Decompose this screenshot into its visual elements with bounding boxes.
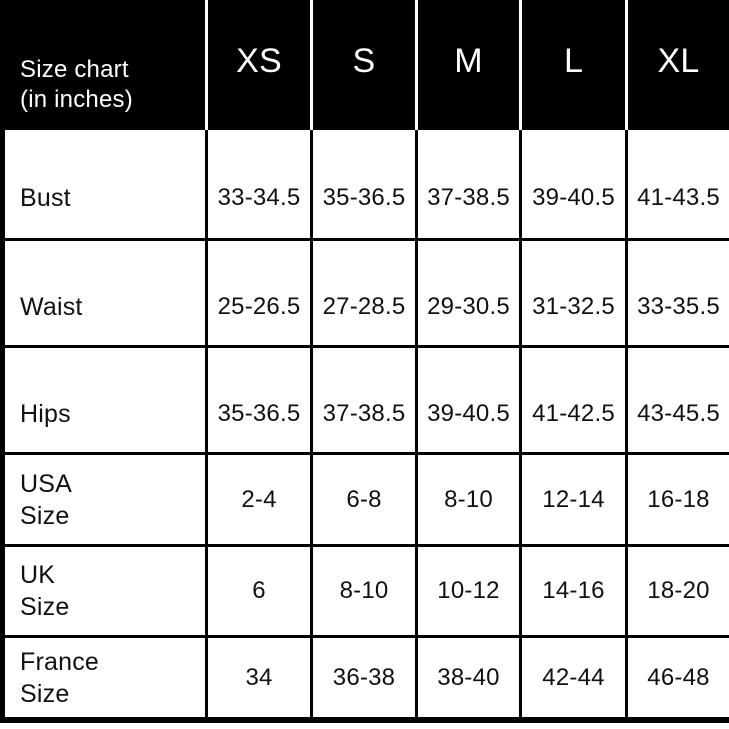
table-row-waist: Waist 25-26.5 27-28.5 29-30.5 31-32.5 33…	[5, 238, 729, 345]
row-label-hips: Hips	[5, 348, 205, 452]
size-cell: 33-34.5	[205, 130, 310, 238]
row-label-uk-size: UK Size	[5, 547, 205, 635]
size-cell: 35-36.5	[310, 130, 415, 238]
row-label-text: Size	[20, 593, 70, 621]
row-label-text: Bust	[20, 184, 71, 212]
row-label-text: France	[20, 647, 100, 676]
column-header-s: S	[310, 0, 415, 130]
size-cell: 2-4	[205, 455, 310, 544]
size-cell: 36-38	[310, 638, 415, 717]
size-cell: 12-14	[519, 455, 625, 544]
size-cell: 37-38.5	[310, 348, 415, 452]
table-row-usa-size: USA Size 2-4 6-8 8-10 12-14 16-18	[5, 452, 729, 544]
size-cell: 35-36.5	[205, 348, 310, 452]
size-cell: 39-40.5	[415, 348, 519, 452]
size-cell: 46-48	[625, 638, 729, 717]
size-cell: 6-8	[310, 455, 415, 544]
size-cell: 34	[205, 638, 310, 717]
size-cell: 10-12	[415, 547, 519, 635]
size-cell: 6	[205, 547, 310, 635]
size-cell: 37-38.5	[415, 130, 519, 238]
size-cell: 25-26.5	[205, 241, 310, 345]
size-cell: 8-10	[310, 547, 415, 635]
size-cell: 41-42.5	[519, 348, 625, 452]
size-cell: 43-45.5	[625, 348, 729, 452]
table-header-row: Size chart (in inches) XS S M L XL	[5, 0, 729, 130]
row-label-france-size: France Size	[5, 638, 205, 717]
column-header-m: M	[415, 0, 519, 130]
size-cell: 31-32.5	[519, 241, 625, 345]
row-label-usa-size: USA Size	[5, 455, 205, 544]
table-row-uk-size: UK Size 6 8-10 10-12 14-16 18-20	[5, 544, 729, 635]
column-header-l: L	[519, 0, 625, 130]
table-row-bust: Bust 33-34.5 35-36.5 37-38.5 39-40.5 41-…	[5, 130, 729, 238]
size-cell: 42-44	[519, 638, 625, 717]
size-cell: 39-40.5	[519, 130, 625, 238]
row-label-text: USA	[20, 469, 73, 498]
size-cell: 27-28.5	[310, 241, 415, 345]
size-cell: 18-20	[625, 547, 729, 635]
table-title-line2: (in inches)	[20, 86, 133, 113]
row-label-text: Waist	[20, 293, 83, 321]
size-cell: 33-35.5	[625, 241, 729, 345]
row-label-text: Hips	[20, 400, 71, 428]
column-header-xs: XS	[205, 0, 310, 130]
size-cell: 38-40	[415, 638, 519, 717]
table-row-france-size: France Size 34 36-38 38-40 42-44 46-48	[5, 635, 729, 717]
row-label-text: Size	[20, 679, 70, 708]
table-title-line1: Size chart	[20, 56, 129, 83]
column-header-xl: XL	[625, 0, 729, 130]
row-label-waist: Waist	[5, 241, 205, 345]
row-label-text: UK	[20, 561, 56, 589]
row-label-text: Size	[20, 501, 70, 530]
size-cell: 29-30.5	[415, 241, 519, 345]
table-title: Size chart (in inches)	[5, 0, 205, 130]
table-row-hips: Hips 35-36.5 37-38.5 39-40.5 41-42.5 43-…	[5, 345, 729, 452]
size-cell: 16-18	[625, 455, 729, 544]
size-cell: 14-16	[519, 547, 625, 635]
row-label-bust: Bust	[5, 130, 205, 238]
size-cell: 41-43.5	[625, 130, 729, 238]
size-cell: 8-10	[415, 455, 519, 544]
